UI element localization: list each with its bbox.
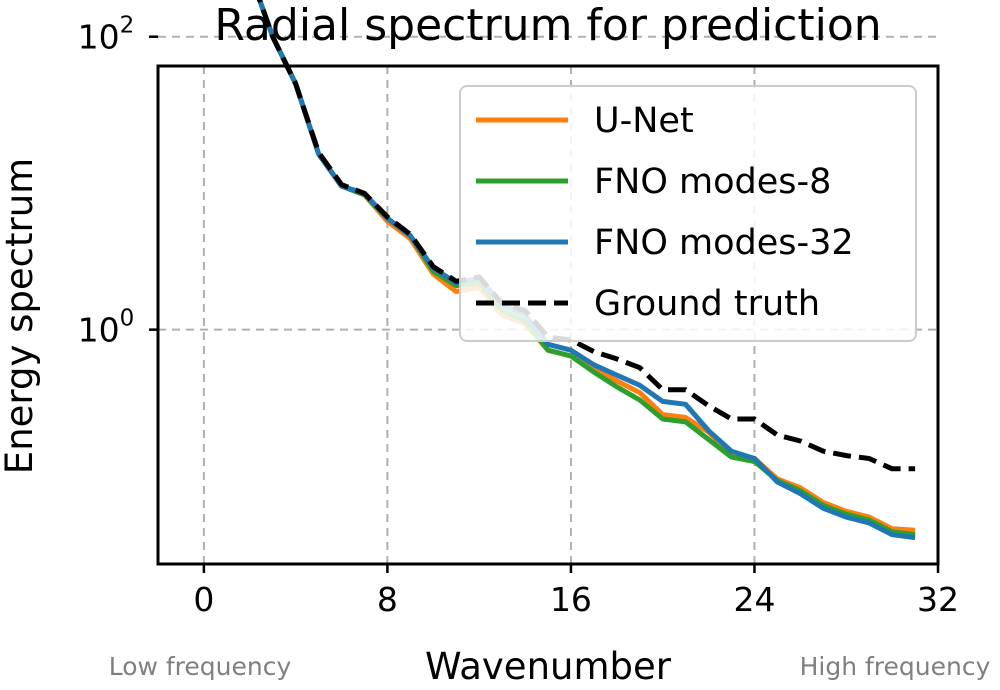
y-tick-label: 102: [78, 13, 135, 57]
y-tick-exponent: 0: [120, 306, 135, 332]
legend-label: FNO modes-32: [594, 223, 854, 263]
x-tick-label: 32: [917, 580, 959, 619]
legend-label: U-Net: [594, 101, 694, 141]
x-axis-label: Wavenumber: [425, 645, 672, 688]
legend-box: [459, 85, 917, 342]
x-tick-label: 24: [733, 580, 775, 619]
legend-label: Ground truth: [594, 284, 820, 324]
x-tick-label: 8: [377, 580, 398, 619]
series-layer: [256, 0, 916, 541]
y-axis-label: Energy spectrum: [0, 158, 41, 474]
y-tick-label: 100: [78, 306, 135, 350]
legend-label: FNO modes-8: [594, 162, 831, 202]
plot-frame: [156, 64, 940, 566]
x-tick-label: 0: [193, 580, 214, 619]
y-tick-exponent: 2: [120, 13, 135, 39]
chart-title: Radial spectrum for prediction: [214, 0, 881, 51]
low-frequency-note: Low frequency: [109, 652, 292, 681]
y-tick-base: 10: [78, 18, 120, 57]
x-tick-label: 16: [550, 580, 592, 619]
y-tick-base: 10: [78, 311, 120, 350]
legend: U-Net FNO modes-8 FNO modes-32 Ground truth: [459, 85, 917, 342]
high-frequency-note: High frequency: [800, 652, 991, 681]
